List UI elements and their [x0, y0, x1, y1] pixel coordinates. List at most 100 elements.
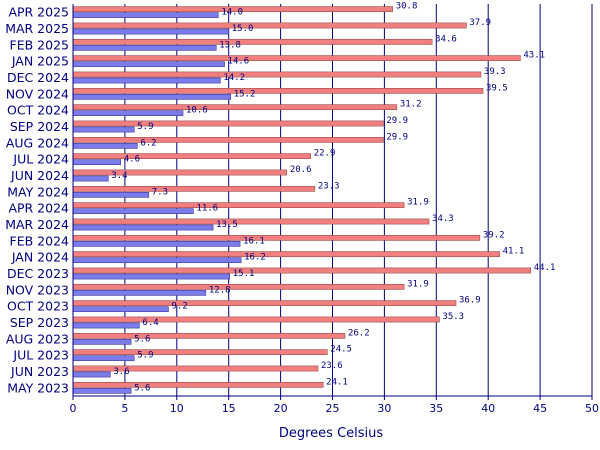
data-label: 6.4 — [142, 318, 158, 328]
bar-series-1 — [72, 87, 484, 94]
data-label: 5.6 — [134, 334, 150, 344]
data-label: 39.3 — [484, 67, 506, 77]
bar-series-2 — [72, 306, 169, 313]
category-label: AUG 2024 — [6, 135, 69, 150]
data-label: 5.6 — [134, 383, 150, 393]
x-tick-label: 35 — [429, 402, 443, 415]
data-label: 23.6 — [321, 361, 343, 371]
data-label: 29.9 — [386, 116, 408, 126]
category-label: JUL 2023 — [12, 348, 69, 363]
category-label: DEC 2023 — [7, 266, 69, 281]
data-label: 31.2 — [400, 100, 422, 110]
bar-series-2 — [72, 12, 219, 19]
data-label: 26.2 — [348, 328, 370, 338]
bar-series-1 — [72, 218, 430, 225]
data-label: 41.1 — [503, 247, 525, 257]
bar-series-2 — [72, 322, 140, 329]
bar-series-1 — [72, 316, 440, 323]
category-label: OCT 2023 — [7, 299, 69, 314]
data-label: 34.6 — [435, 34, 457, 44]
data-label: 43.1 — [523, 51, 545, 61]
data-label: 13.5 — [216, 220, 238, 230]
category-label: JUN 2023 — [10, 364, 69, 379]
bar-series-1 — [72, 332, 346, 339]
bar-series-1 — [72, 55, 521, 62]
x-tick-label: 5 — [121, 402, 128, 415]
bar-series-1 — [72, 381, 324, 388]
data-label: 6.2 — [140, 138, 156, 148]
bar-series-1 — [72, 120, 384, 127]
bar-series-1 — [72, 300, 457, 307]
data-label: 39.2 — [483, 230, 505, 240]
x-tick-label: 10 — [170, 402, 184, 415]
category-label: MAY 2023 — [7, 380, 69, 395]
x-tick-label: 20 — [274, 402, 288, 415]
data-label: 20.6 — [290, 165, 312, 175]
axes: 0 5 10 15 20 25 30 35 40 45 50 — [70, 4, 599, 415]
data-label: 29.9 — [386, 132, 408, 142]
bar-series-2 — [72, 175, 109, 182]
bar-series-2 — [72, 273, 230, 280]
data-label: 16.1 — [243, 236, 265, 246]
bar-series-2 — [72, 126, 135, 133]
data-label: 30.8 — [396, 2, 418, 12]
data-label: 23.3 — [318, 181, 340, 191]
bar-series-2 — [72, 338, 132, 345]
category-label: MAR 2024 — [5, 217, 69, 232]
bar-series-1 — [72, 202, 405, 209]
bar-series-1 — [72, 234, 481, 241]
data-label: 12.8 — [209, 285, 231, 295]
bar-series-2 — [72, 191, 150, 198]
x-tick-label: 25 — [326, 402, 340, 415]
data-label: 3.4 — [111, 171, 127, 181]
category-label: JUN 2024 — [10, 168, 69, 183]
data-label: 44.1 — [534, 263, 556, 273]
x-tick-label: 0 — [70, 402, 77, 415]
bar-series-2 — [72, 142, 138, 149]
category-label: JUL 2024 — [12, 152, 69, 167]
data-label: 31.9 — [407, 279, 429, 289]
data-label: 22.9 — [314, 149, 336, 159]
bar-series-2 — [72, 257, 242, 264]
category-label: DEC 2024 — [7, 70, 69, 85]
bar-series-1 — [72, 38, 433, 45]
labels: APR 2025 30.8 14.0 MAR 2025 37.9 15.0 FEB 2025… — [5, 2, 555, 396]
data-label: 4.6 — [124, 155, 140, 165]
data-label: 24.1 — [326, 377, 348, 387]
data-label: 15.1 — [233, 269, 255, 279]
data-label: 14.6 — [228, 57, 250, 67]
data-label: 24.5 — [330, 345, 352, 355]
data-label: 35.3 — [442, 312, 464, 322]
bar-series-2 — [72, 61, 225, 68]
bar-series-2 — [72, 289, 207, 296]
data-label: 15.2 — [234, 89, 256, 99]
x-tick-label: 40 — [481, 402, 495, 415]
bar-series-2 — [72, 208, 194, 215]
category-label: MAR 2025 — [5, 21, 69, 36]
data-label: 9.2 — [171, 302, 187, 312]
bar-series-2 — [72, 371, 111, 378]
x-tick-label: 50 — [585, 402, 599, 415]
category-label: JAN 2025 — [11, 54, 69, 69]
data-label: 13.8 — [219, 40, 241, 50]
category-label: FEB 2025 — [10, 37, 69, 52]
bar-series-1 — [72, 104, 398, 111]
bar-series-1 — [72, 169, 288, 176]
data-label: 37.9 — [469, 18, 491, 28]
bar-series-2 — [72, 44, 217, 51]
data-label: 5.9 — [137, 122, 153, 132]
bar-series-2 — [72, 224, 214, 231]
data-label: 10.6 — [186, 106, 208, 116]
bar-series-2 — [72, 93, 232, 100]
category-label: SEP 2023 — [10, 315, 69, 330]
data-label: 39.5 — [486, 83, 508, 93]
data-label: 15.0 — [232, 24, 254, 34]
data-label: 5.9 — [137, 351, 153, 361]
data-label: 11.6 — [196, 204, 218, 214]
bar-series-1 — [72, 153, 311, 160]
bar-series-2 — [72, 77, 221, 84]
category-label: NOV 2023 — [6, 282, 69, 297]
category-label: APR 2025 — [8, 5, 69, 20]
data-label: 34.3 — [432, 214, 454, 224]
